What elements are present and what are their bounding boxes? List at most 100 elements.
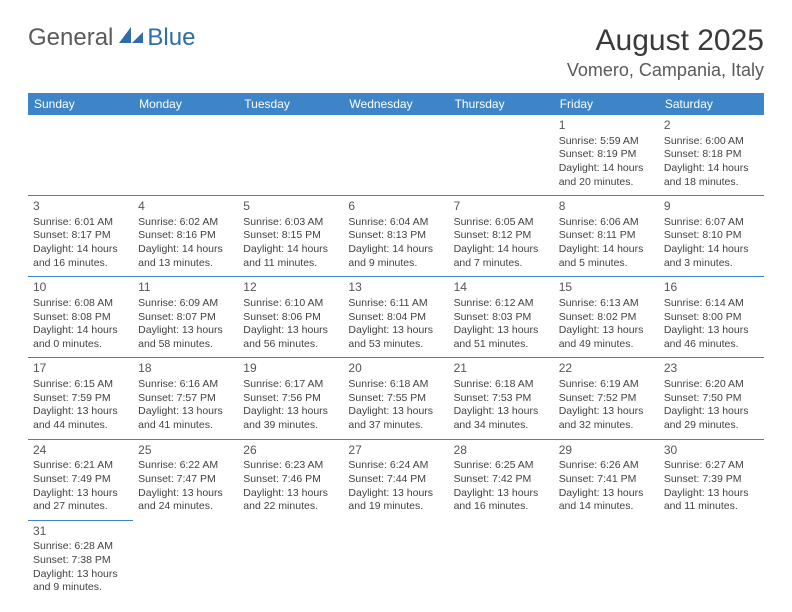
sunrise-text: Sunrise: 6:06 AM — [559, 216, 654, 230]
calendar-row: 31Sunrise: 6:28 AMSunset: 7:38 PMDayligh… — [28, 520, 764, 601]
sunset-text: Sunset: 8:02 PM — [559, 311, 654, 325]
daylight-text: Daylight: 13 hours and 9 minutes. — [33, 568, 128, 595]
sunrise-text: Sunrise: 6:26 AM — [559, 459, 654, 473]
calendar-cell: 12Sunrise: 6:10 AMSunset: 8:06 PMDayligh… — [238, 277, 343, 358]
sunset-text: Sunset: 7:57 PM — [138, 392, 233, 406]
calendar-cell — [133, 115, 238, 196]
calendar-cell — [133, 520, 238, 601]
calendar-cell: 10Sunrise: 6:08 AMSunset: 8:08 PMDayligh… — [28, 277, 133, 358]
day-number: 16 — [664, 280, 759, 296]
day-number: 13 — [348, 280, 443, 296]
sunrise-text: Sunrise: 6:04 AM — [348, 216, 443, 230]
day-number: 31 — [33, 524, 128, 540]
calendar-cell: 28Sunrise: 6:25 AMSunset: 7:42 PMDayligh… — [449, 439, 554, 520]
calendar-body: 1Sunrise: 5:59 AMSunset: 8:19 PMDaylight… — [28, 115, 764, 601]
calendar-cell: 24Sunrise: 6:21 AMSunset: 7:49 PMDayligh… — [28, 439, 133, 520]
day-number: 25 — [138, 443, 233, 459]
location: Vomero, Campania, Italy — [567, 60, 764, 81]
logo: General Blue — [28, 24, 195, 52]
sunset-text: Sunset: 8:13 PM — [348, 229, 443, 243]
sunrise-text: Sunrise: 6:08 AM — [33, 297, 128, 311]
daylight-text: Daylight: 13 hours and 14 minutes. — [559, 487, 654, 514]
daylight-text: Daylight: 13 hours and 49 minutes. — [559, 324, 654, 351]
daylight-text: Daylight: 13 hours and 27 minutes. — [33, 487, 128, 514]
weekday-header: Wednesday — [343, 93, 448, 115]
calendar-row: 17Sunrise: 6:15 AMSunset: 7:59 PMDayligh… — [28, 358, 764, 439]
daylight-text: Daylight: 13 hours and 53 minutes. — [348, 324, 443, 351]
sunrise-text: Sunrise: 6:10 AM — [243, 297, 338, 311]
sunrise-text: Sunrise: 6:12 AM — [454, 297, 549, 311]
sunset-text: Sunset: 7:55 PM — [348, 392, 443, 406]
calendar-cell — [449, 520, 554, 601]
sunrise-text: Sunrise: 6:17 AM — [243, 378, 338, 392]
daylight-text: Daylight: 13 hours and 37 minutes. — [348, 405, 443, 432]
sunset-text: Sunset: 8:03 PM — [454, 311, 549, 325]
day-number: 23 — [664, 361, 759, 377]
sunrise-text: Sunrise: 6:18 AM — [454, 378, 549, 392]
page-title: August 2025 — [567, 24, 764, 58]
sunset-text: Sunset: 7:49 PM — [33, 473, 128, 487]
sunset-text: Sunset: 8:04 PM — [348, 311, 443, 325]
calendar-cell: 19Sunrise: 6:17 AMSunset: 7:56 PMDayligh… — [238, 358, 343, 439]
sunrise-text: Sunrise: 6:20 AM — [664, 378, 759, 392]
sunrise-text: Sunrise: 6:21 AM — [33, 459, 128, 473]
sunset-text: Sunset: 8:12 PM — [454, 229, 549, 243]
daylight-text: Daylight: 13 hours and 34 minutes. — [454, 405, 549, 432]
calendar-cell: 3Sunrise: 6:01 AMSunset: 8:17 PMDaylight… — [28, 196, 133, 277]
logo-text-general: General — [28, 24, 113, 52]
sunset-text: Sunset: 7:39 PM — [664, 473, 759, 487]
calendar-cell — [28, 115, 133, 196]
sunset-text: Sunset: 8:08 PM — [33, 311, 128, 325]
sunset-text: Sunset: 7:46 PM — [243, 473, 338, 487]
daylight-text: Daylight: 14 hours and 0 minutes. — [33, 324, 128, 351]
day-number: 12 — [243, 280, 338, 296]
calendar-cell: 9Sunrise: 6:07 AMSunset: 8:10 PMDaylight… — [659, 196, 764, 277]
sunrise-text: Sunrise: 6:05 AM — [454, 216, 549, 230]
calendar-cell: 4Sunrise: 6:02 AMSunset: 8:16 PMDaylight… — [133, 196, 238, 277]
sunset-text: Sunset: 8:17 PM — [33, 229, 128, 243]
calendar-cell: 20Sunrise: 6:18 AMSunset: 7:55 PMDayligh… — [343, 358, 448, 439]
daylight-text: Daylight: 13 hours and 41 minutes. — [138, 405, 233, 432]
calendar-cell: 2Sunrise: 6:00 AMSunset: 8:18 PMDaylight… — [659, 115, 764, 196]
daylight-text: Daylight: 13 hours and 24 minutes. — [138, 487, 233, 514]
calendar-cell: 22Sunrise: 6:19 AMSunset: 7:52 PMDayligh… — [554, 358, 659, 439]
daylight-text: Daylight: 14 hours and 11 minutes. — [243, 243, 338, 270]
calendar-cell: 30Sunrise: 6:27 AMSunset: 7:39 PMDayligh… — [659, 439, 764, 520]
sunrise-text: Sunrise: 6:13 AM — [559, 297, 654, 311]
weekday-header: Friday — [554, 93, 659, 115]
sunrise-text: Sunrise: 6:07 AM — [664, 216, 759, 230]
sunset-text: Sunset: 8:00 PM — [664, 311, 759, 325]
daylight-text: Daylight: 13 hours and 56 minutes. — [243, 324, 338, 351]
sunrise-text: Sunrise: 5:59 AM — [559, 135, 654, 149]
sunrise-text: Sunrise: 6:24 AM — [348, 459, 443, 473]
sunset-text: Sunset: 7:50 PM — [664, 392, 759, 406]
weekday-header: Saturday — [659, 93, 764, 115]
weekday-header: Tuesday — [238, 93, 343, 115]
calendar-cell: 31Sunrise: 6:28 AMSunset: 7:38 PMDayligh… — [28, 520, 133, 601]
calendar-cell: 15Sunrise: 6:13 AMSunset: 8:02 PMDayligh… — [554, 277, 659, 358]
day-number: 10 — [33, 280, 128, 296]
calendar-cell: 1Sunrise: 5:59 AMSunset: 8:19 PMDaylight… — [554, 115, 659, 196]
calendar-cell: 11Sunrise: 6:09 AMSunset: 8:07 PMDayligh… — [133, 277, 238, 358]
daylight-text: Daylight: 14 hours and 7 minutes. — [454, 243, 549, 270]
calendar-cell — [659, 520, 764, 601]
day-number: 3 — [33, 199, 128, 215]
daylight-text: Daylight: 13 hours and 11 minutes. — [664, 487, 759, 514]
day-number: 22 — [559, 361, 654, 377]
sunrise-text: Sunrise: 6:16 AM — [138, 378, 233, 392]
sunrise-text: Sunrise: 6:09 AM — [138, 297, 233, 311]
sunset-text: Sunset: 7:56 PM — [243, 392, 338, 406]
logo-text-blue: Blue — [147, 24, 195, 52]
calendar-cell — [449, 115, 554, 196]
day-number: 4 — [138, 199, 233, 215]
sunrise-text: Sunrise: 6:03 AM — [243, 216, 338, 230]
sail-icon — [117, 24, 145, 44]
sunrise-text: Sunrise: 6:02 AM — [138, 216, 233, 230]
calendar-cell: 26Sunrise: 6:23 AMSunset: 7:46 PMDayligh… — [238, 439, 343, 520]
daylight-text: Daylight: 13 hours and 16 minutes. — [454, 487, 549, 514]
calendar-row: 10Sunrise: 6:08 AMSunset: 8:08 PMDayligh… — [28, 277, 764, 358]
sunrise-text: Sunrise: 6:27 AM — [664, 459, 759, 473]
day-number: 24 — [33, 443, 128, 459]
daylight-text: Daylight: 13 hours and 19 minutes. — [348, 487, 443, 514]
calendar-cell: 27Sunrise: 6:24 AMSunset: 7:44 PMDayligh… — [343, 439, 448, 520]
